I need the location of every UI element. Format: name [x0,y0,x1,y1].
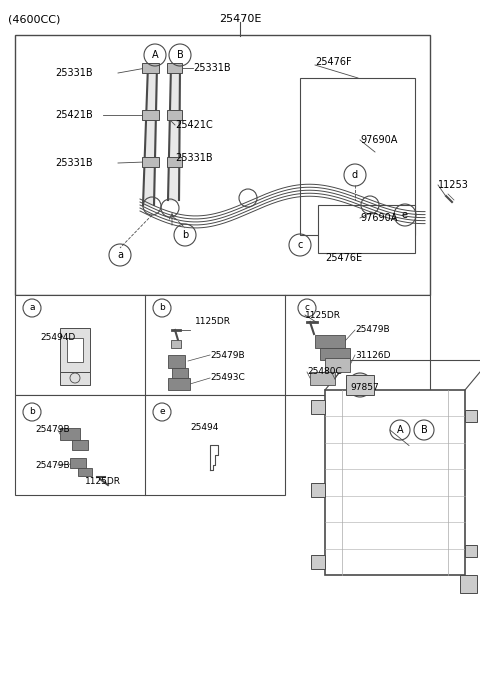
Text: c: c [304,304,310,313]
Bar [167,110,182,120]
Text: (4600CC): (4600CC) [8,14,60,24]
Text: 25494: 25494 [190,422,218,432]
Bar [325,358,350,372]
Text: b: b [29,407,35,417]
Bar [15,395,285,495]
Bar [318,205,415,253]
Bar [60,328,90,372]
Bar [325,390,465,575]
Text: 25476F: 25476F [315,57,352,67]
Text: 25494D: 25494D [40,332,75,341]
Bar [311,555,325,569]
Text: a: a [117,250,123,260]
Text: B: B [420,425,427,435]
Bar [142,157,159,167]
Text: 25479B: 25479B [210,351,245,360]
Bar [310,372,335,385]
Text: e: e [159,407,165,417]
Bar [142,110,159,120]
Bar [15,295,430,395]
Bar [142,63,159,73]
Text: e: e [402,210,408,220]
Bar [346,375,374,395]
Text: 97690A: 97690A [360,213,397,223]
Text: 97690A: 97690A [360,135,397,145]
Text: A: A [396,425,403,435]
Text: B: B [177,50,183,60]
Text: 31126D: 31126D [355,351,391,360]
Text: 25493C: 25493C [210,373,245,383]
Circle shape [348,373,372,397]
Bar [172,368,188,378]
Bar [70,458,86,468]
Bar [465,410,477,422]
Text: 25421B: 25421B [55,110,93,120]
Bar [168,378,190,390]
Text: 25331B: 25331B [55,68,93,78]
Text: a: a [29,304,35,313]
Bar [460,575,477,593]
Text: 25331B: 25331B [193,63,230,73]
Text: b: b [182,230,188,240]
Text: 25480C: 25480C [307,368,342,377]
Bar [67,338,83,362]
Bar [78,468,92,476]
Text: 25479B: 25479B [35,426,70,434]
Bar [167,63,182,73]
Text: 25331B: 25331B [55,158,93,168]
Bar [465,545,477,557]
Text: 97857: 97857 [350,383,379,392]
Text: 25479B: 25479B [35,460,70,469]
Bar [300,78,415,235]
Text: A: A [152,50,158,60]
Bar [60,372,90,385]
Bar [315,335,345,348]
Text: 25476E: 25476E [325,253,362,263]
Bar [167,157,182,167]
Bar [311,400,325,414]
Bar [311,483,325,496]
Bar [171,340,181,348]
Text: 1125DR: 1125DR [85,477,121,486]
Text: c: c [297,240,303,250]
Text: 1125DR: 1125DR [305,311,341,319]
Bar [15,35,430,295]
Bar [72,440,88,450]
Text: 25421C: 25421C [175,120,213,130]
Text: 25331B: 25331B [175,153,213,163]
Bar [168,355,185,368]
Text: b: b [159,304,165,313]
Text: d: d [352,170,358,180]
Text: 11253: 11253 [438,180,469,190]
Bar [320,348,350,360]
Text: 25479B: 25479B [355,326,390,334]
Text: 1125DR: 1125DR [195,317,231,326]
Text: 25470E: 25470E [219,14,261,24]
Bar [60,428,80,440]
